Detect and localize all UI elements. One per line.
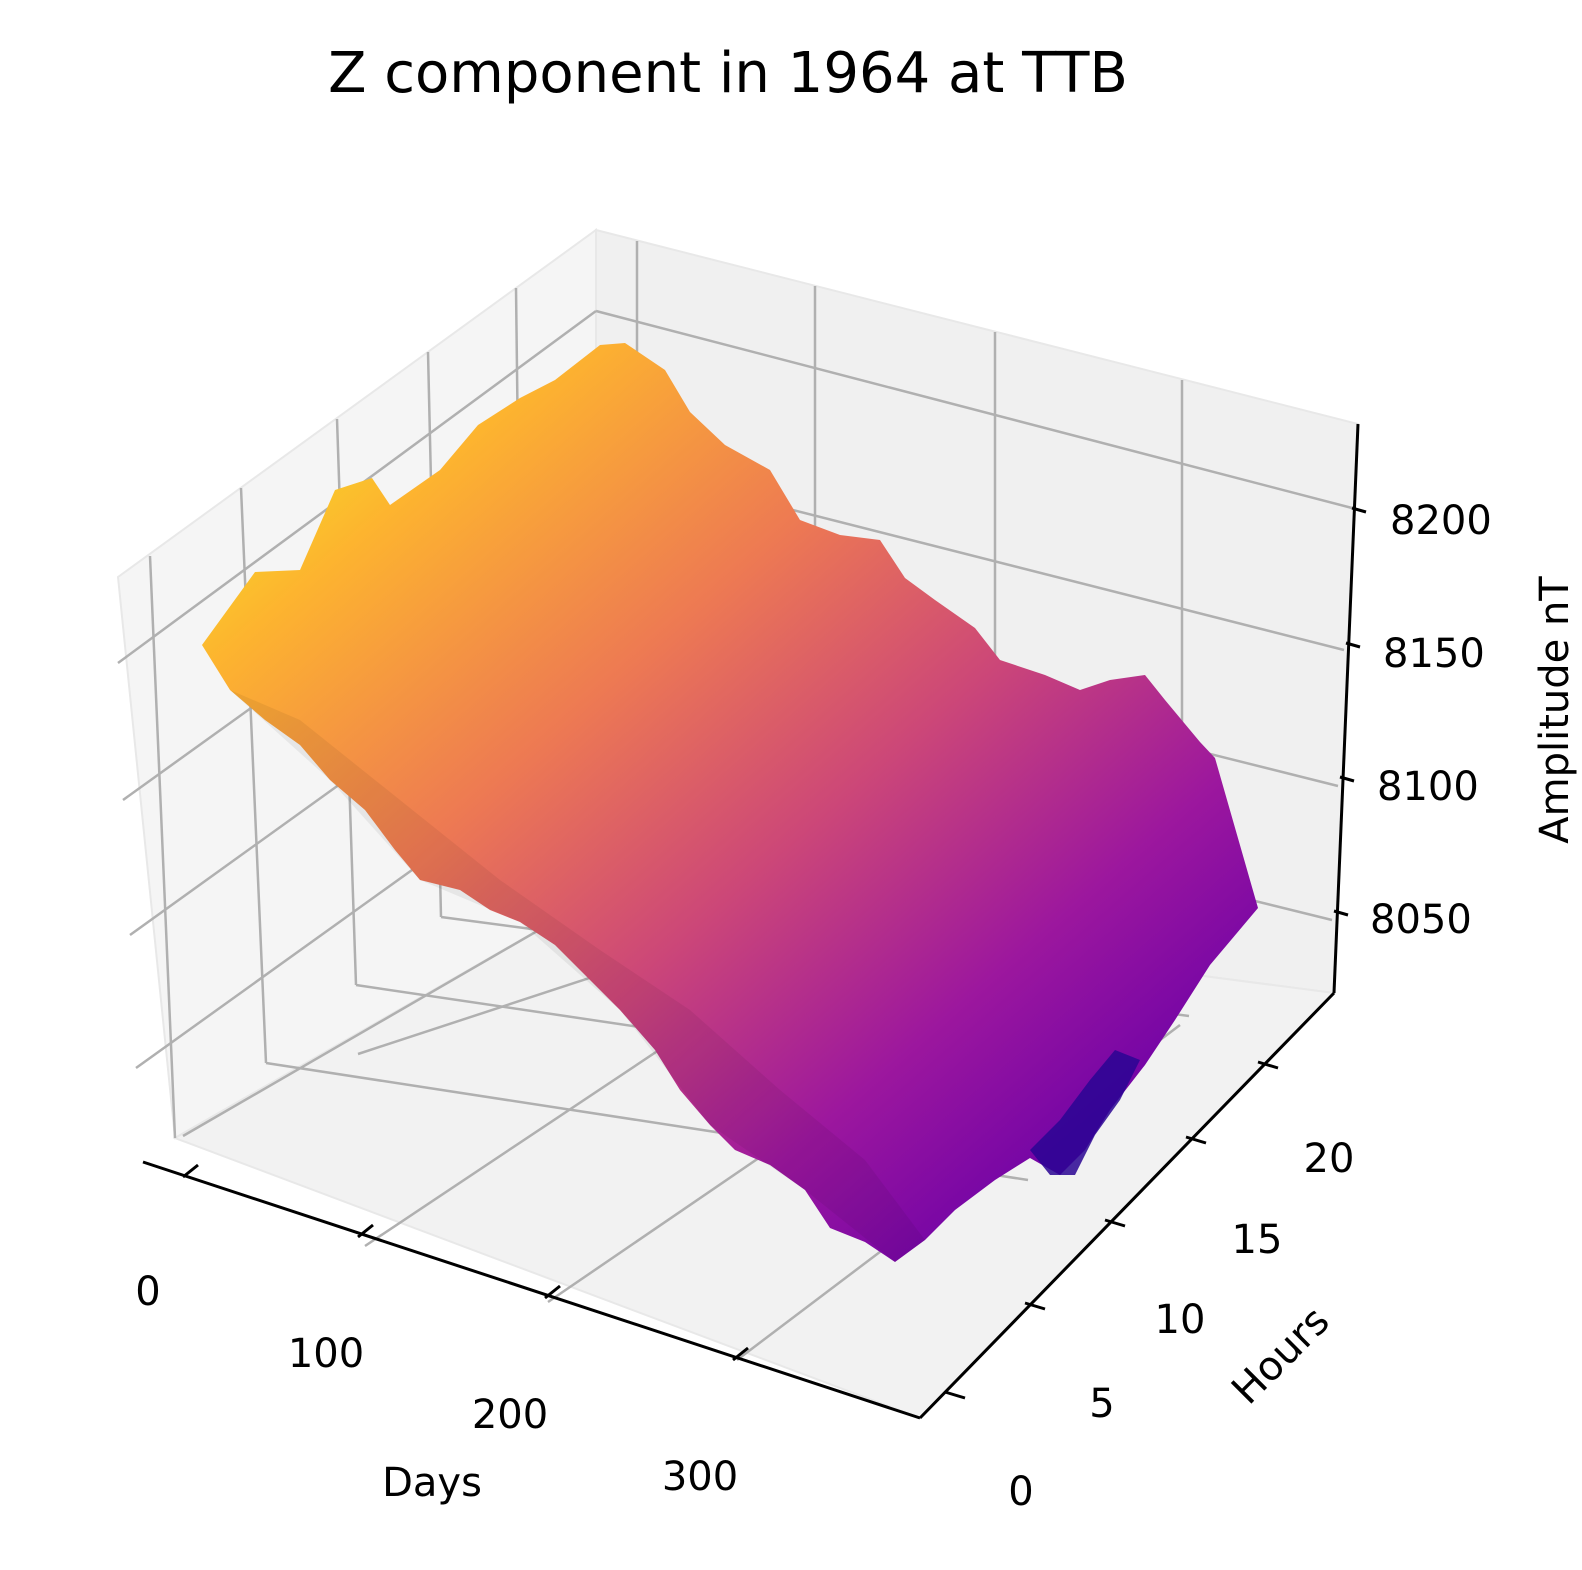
y-tick-label: 5 bbox=[1089, 1381, 1114, 1427]
x-axis: 0 100 200 300 Days bbox=[135, 1160, 921, 1506]
x-tick-label: 100 bbox=[288, 1331, 364, 1377]
surface-mesh bbox=[202, 343, 1258, 1262]
z-tick-label: 8150 bbox=[1383, 631, 1485, 677]
chart-title: Z component in 1964 at TTB bbox=[328, 41, 1128, 106]
y-tick-label: 0 bbox=[1008, 1469, 1033, 1515]
surface-dip bbox=[1030, 1050, 1140, 1175]
z-tick-label: 8100 bbox=[1377, 764, 1479, 810]
x-tick-label: 300 bbox=[662, 1454, 738, 1500]
z-axis-label: Amplitude nT bbox=[1532, 576, 1578, 844]
x-tick-label: 200 bbox=[472, 1392, 548, 1438]
surface-shading bbox=[230, 690, 925, 1262]
surface bbox=[202, 343, 1258, 1262]
y-axis-label: Hours bbox=[1223, 1298, 1338, 1413]
y-tick-label: 20 bbox=[1304, 1136, 1355, 1182]
y-tick-label: 10 bbox=[1155, 1297, 1206, 1343]
y-tick-label: 15 bbox=[1232, 1217, 1283, 1263]
z-tick-label: 8050 bbox=[1370, 897, 1472, 943]
z-axis: 8200 8150 8100 8050 Amplitude nT bbox=[1332, 423, 1578, 994]
x-tick-label: 0 bbox=[135, 1269, 160, 1315]
x-axis-label: Days bbox=[382, 1460, 482, 1506]
z-tick-label: 8200 bbox=[1390, 498, 1492, 544]
